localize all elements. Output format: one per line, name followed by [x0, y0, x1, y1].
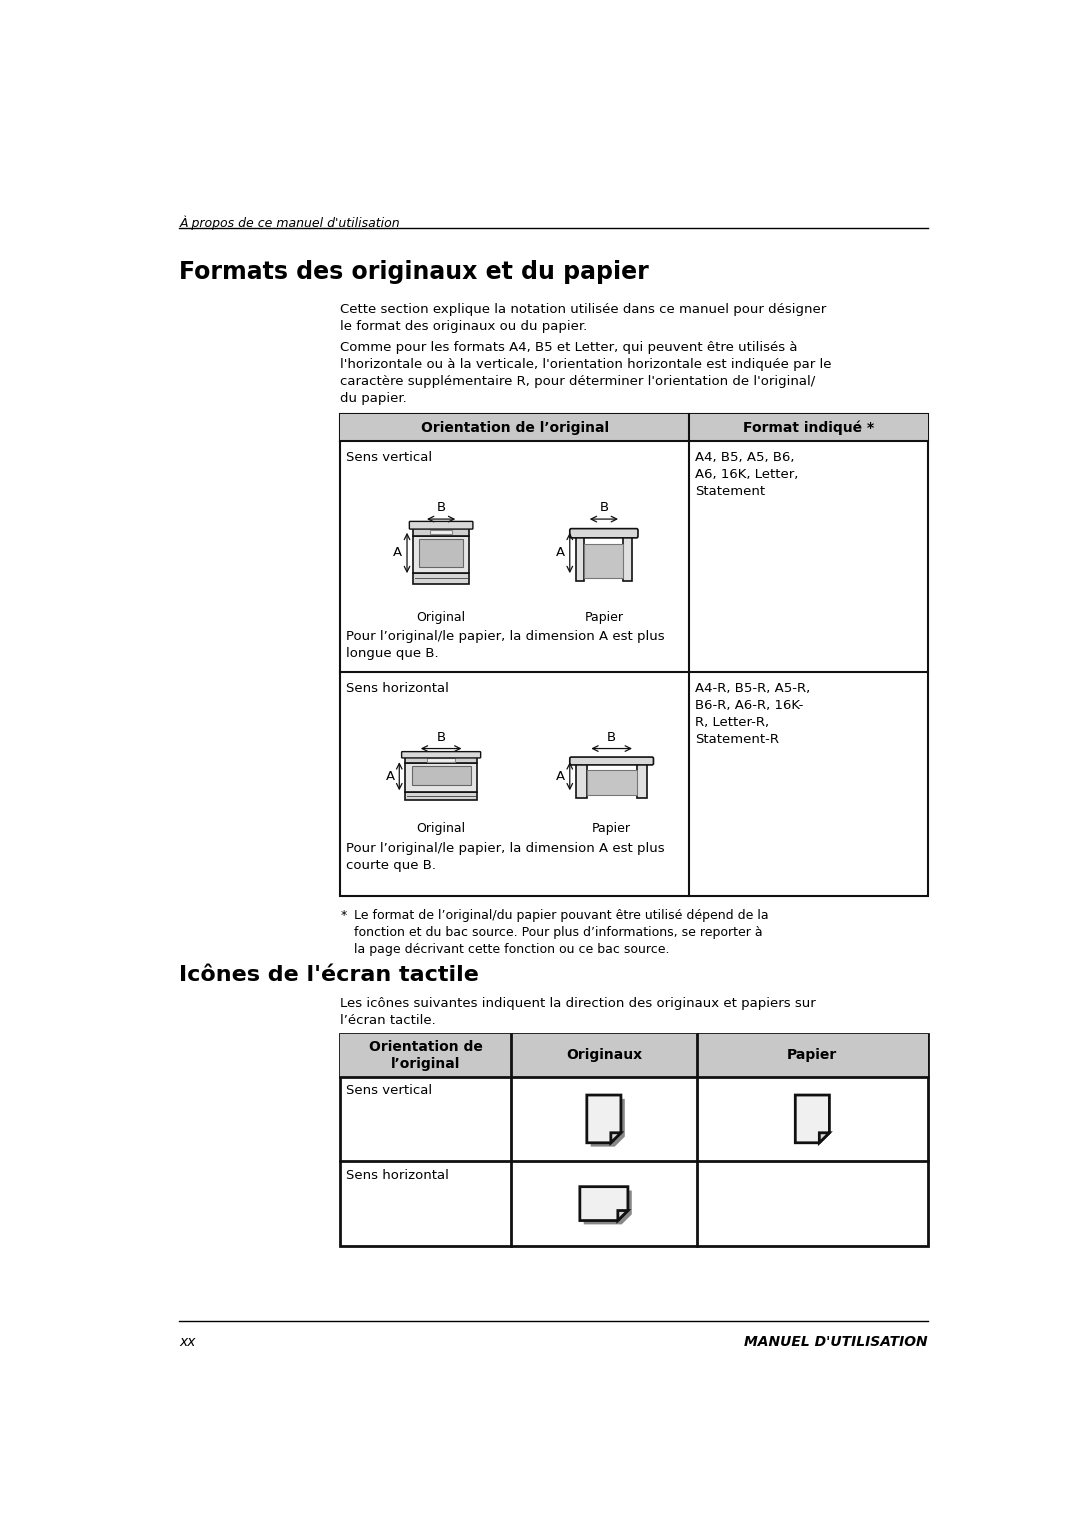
Bar [419, 539, 463, 567]
Polygon shape [586, 1096, 621, 1143]
Text: B: B [607, 730, 617, 744]
Bar [405, 762, 476, 792]
Text: Original: Original [417, 611, 465, 623]
Bar [411, 766, 471, 785]
Bar [414, 536, 469, 573]
Polygon shape [618, 1210, 627, 1221]
Text: Papier: Papier [592, 822, 631, 836]
Text: Pour l’original/le papier, la dimension A est plus
longue que B.: Pour l’original/le papier, la dimension … [346, 630, 664, 660]
Text: Papier: Papier [787, 1048, 837, 1062]
Text: Originaux: Originaux [566, 1048, 642, 1062]
Text: Formats des originaux et du papier: Formats des originaux et du papier [179, 260, 649, 284]
Bar [405, 792, 476, 801]
Polygon shape [611, 1132, 621, 1143]
Bar [405, 758, 476, 762]
Bar [623, 536, 632, 581]
Bar [340, 1034, 928, 1245]
Text: Format indiqué *: Format indiqué * [743, 420, 874, 435]
Bar [414, 573, 469, 584]
Text: A: A [393, 547, 403, 559]
FancyBboxPatch shape [402, 752, 481, 758]
Text: Cette section explique la notation utilisée dans ce manuel pour désigner
le form: Cette section explique la notation utili… [340, 303, 826, 333]
Polygon shape [580, 1187, 627, 1221]
FancyBboxPatch shape [409, 521, 473, 529]
Text: Sens horizontal: Sens horizontal [346, 681, 448, 695]
Text: Original: Original [417, 822, 465, 836]
Polygon shape [583, 1190, 632, 1224]
Bar [340, 1034, 928, 1077]
Text: A4, B5, A5, B6,
A6, 16K, Letter,
Statement: A4, B5, A5, B6, A6, 16K, Letter, Stateme… [696, 451, 799, 498]
Text: Sens horizontal: Sens horizontal [346, 1169, 448, 1183]
Text: Comme pour les formats A4, B5 et Letter, qui peuvent être utilisés à
l'horizonta: Comme pour les formats A4, B5 et Letter,… [340, 341, 832, 405]
Text: B: B [436, 501, 446, 515]
FancyBboxPatch shape [570, 756, 653, 766]
Text: A: A [556, 770, 565, 782]
Text: Orientation de l’original: Orientation de l’original [421, 420, 609, 435]
Text: A: A [556, 547, 565, 559]
Polygon shape [795, 1096, 829, 1143]
Bar [584, 544, 623, 578]
Bar [576, 764, 586, 798]
FancyBboxPatch shape [570, 529, 638, 538]
Text: À propos de ce manuel d'utilisation: À propos de ce manuel d'utilisation [179, 215, 400, 231]
Bar [636, 764, 647, 798]
Text: Le format de l’original/du papier pouvant être utilisé dépend de la
fonction et : Le format de l’original/du papier pouvan… [354, 909, 769, 957]
Bar [586, 770, 636, 796]
Bar [427, 758, 456, 761]
Text: *: * [340, 909, 347, 923]
Text: MANUEL D'UTILISATION: MANUEL D'UTILISATION [744, 1335, 928, 1349]
Bar [340, 414, 928, 442]
Text: Sens vertical: Sens vertical [346, 451, 432, 463]
Bar [414, 529, 469, 536]
Bar [340, 414, 928, 895]
Polygon shape [591, 1099, 625, 1146]
Bar [576, 536, 584, 581]
Polygon shape [820, 1132, 829, 1143]
Text: Pour l’original/le papier, la dimension A est plus
courte que B.: Pour l’original/le papier, la dimension … [346, 842, 664, 871]
Text: xx: xx [179, 1335, 195, 1349]
Text: A: A [386, 770, 394, 782]
Text: Les icônes suivantes indiquent la direction des originaux et papiers sur
l’écran: Les icônes suivantes indiquent la direct… [340, 998, 816, 1027]
Text: Sens vertical: Sens vertical [346, 1085, 432, 1097]
Text: B: B [599, 501, 608, 515]
Text: Icônes de l'écran tactile: Icônes de l'écran tactile [179, 964, 480, 986]
Text: A4-R, B5-R, A5-R,
B6-R, A6-R, 16K-
R, Letter-R,
Statement-R: A4-R, B5-R, A5-R, B6-R, A6-R, 16K- R, Le… [696, 681, 811, 746]
Text: B: B [436, 730, 446, 744]
Bar [430, 530, 453, 535]
Text: Papier: Papier [584, 611, 623, 623]
Text: Orientation de
l’original: Orientation de l’original [368, 1039, 483, 1071]
